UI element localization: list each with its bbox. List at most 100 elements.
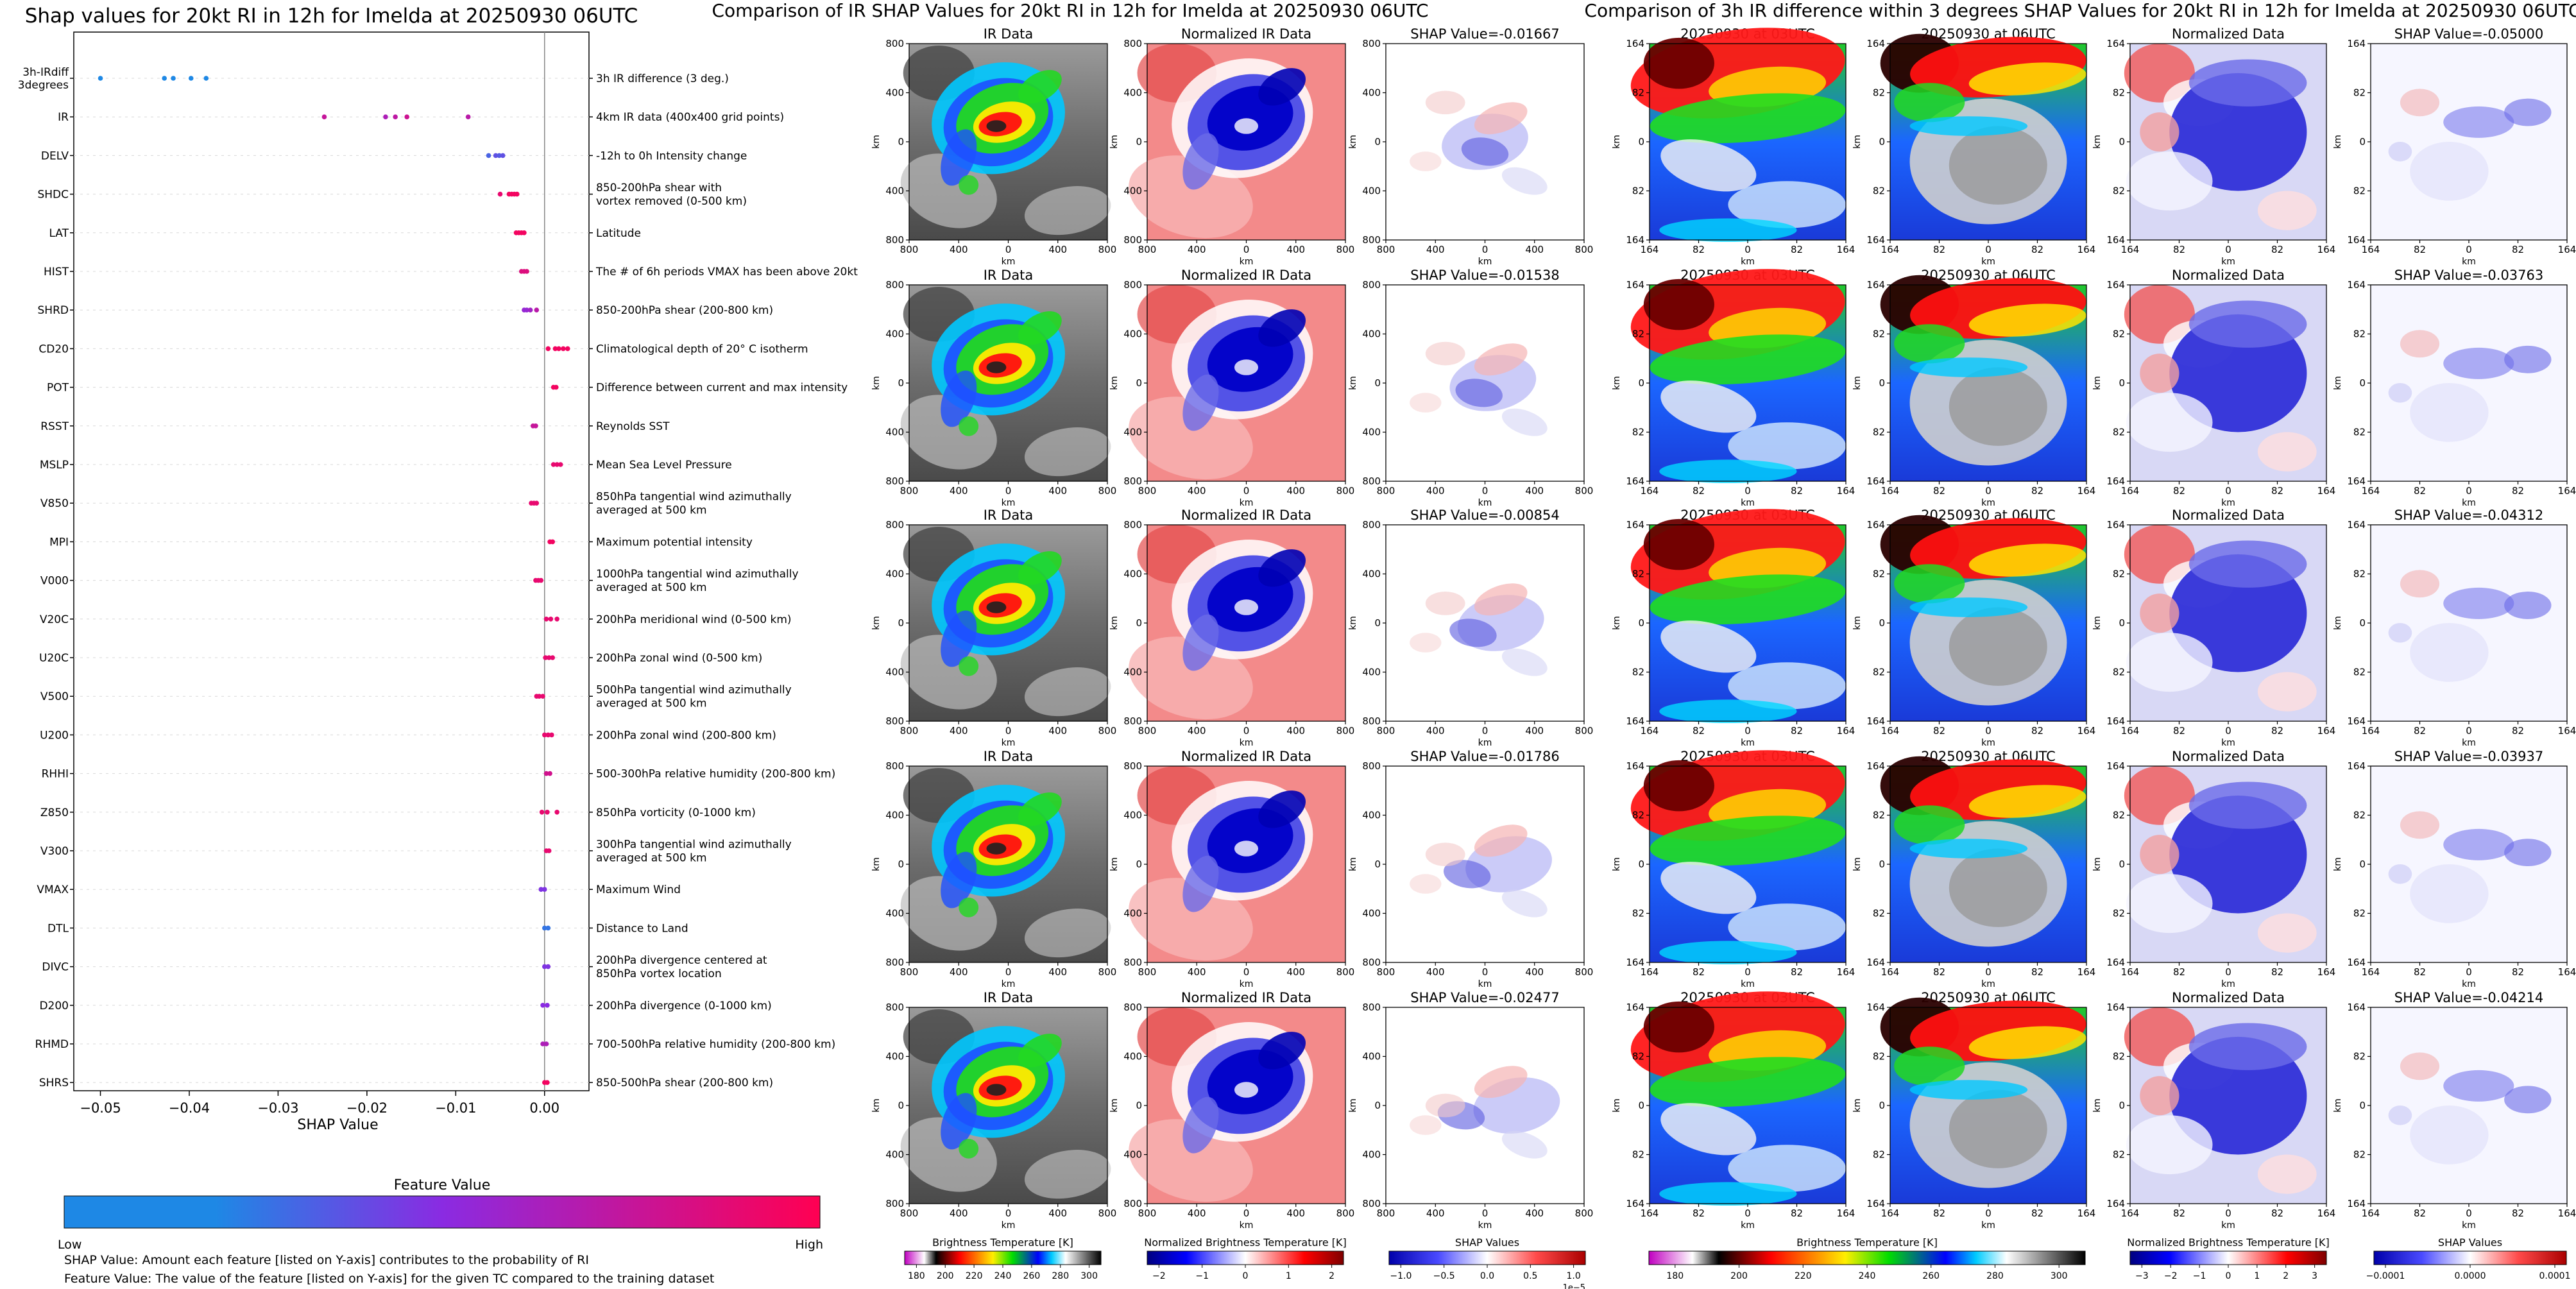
field-shape [1894,324,1965,364]
x-axis-label: km [1981,257,1995,267]
ir-panel-cell: SHAP Value=-0.02477800800400400004004008… [1348,990,1593,1231]
x-tick-label: 82 [1791,725,1803,737]
y-tick-label: 400 [885,185,904,197]
x-tick-label: 164 [2558,725,2576,737]
x-tick-label: 400 [1188,1208,1206,1219]
x-tick-label: 164 [2558,244,2576,255]
y-tick-label: 800 [1362,519,1381,531]
shap-point [548,617,554,622]
y-tick-label: 164 [1866,519,1885,531]
x-tick-label: 82 [2271,1208,2283,1219]
y-tick-label: 0 [2119,136,2125,148]
x-tick-label: 400 [1525,966,1544,978]
field-shape [1728,903,1846,951]
field-shape [1968,303,2086,337]
field-shape [2388,623,2412,643]
ir-panel-cell: Normalized IR Data8008004004000040040080… [1109,508,1354,748]
x-tick-label: 82 [2031,966,2043,978]
field-shape [1024,667,1111,717]
field-shape [1018,792,1062,826]
y-tick-label: 82 [2353,908,2366,919]
colorbar-tick-label: −1.0 [1390,1271,1412,1281]
diff-panel-cell: 20250930 at 03UTC1641648282008282164164k… [1612,268,1855,508]
field-shape [2443,347,2514,379]
y-axis-label: km [2333,376,2343,390]
shap-point [550,462,556,467]
y-tick-label: 82 [2353,329,2366,340]
colorbar-tick-label: 0 [1243,1271,1249,1281]
y-axis-label: km [1612,616,1622,630]
field-shape [1501,1131,1548,1159]
ir-panel-cell: Normalized IR Data8008004004000040040080… [1109,26,1354,267]
field-shape [2257,191,2317,230]
y-tick-label: 0 [1879,1100,1885,1111]
y-tick-label: 164 [1626,234,1644,246]
x-tick-label: 0 [1744,485,1751,497]
y-tick-label: 82 [2353,1149,2366,1161]
y-axis-label: km [1348,135,1358,149]
x-axis-label: km [1002,498,1016,508]
diff-panel-cell: 20250930 at 06UTC1641648282008282164164k… [1852,26,2095,267]
colorbar-tick-label: 0.0001 [2539,1271,2571,1281]
shap-point [188,76,194,81]
x-tick-label: 82 [1791,485,1803,497]
shap-point [524,269,529,274]
y-tick-label: 0 [2119,377,2125,389]
shap-point [547,771,552,776]
colorbar-tick-label: 0.5 [1523,1271,1537,1281]
x-tick-label: 400 [1048,244,1067,255]
y-tick-label: 0 [1136,377,1142,389]
x-tick-label: 82 [2414,485,2426,497]
field-shape [2410,142,2489,201]
shap-point [542,887,547,892]
shap-plot-frame [73,31,590,1091]
x-tick-label: 164 [1881,725,1900,737]
x-tick-label: 0 [1985,966,1992,978]
feature-value-colorbar [64,1195,821,1229]
feature-description: averaged at 500 km [596,852,707,865]
x-tick-label: 82 [1933,725,1945,737]
colorbar-tick-label: 0.0 [1480,1271,1494,1281]
diff-panel-cell: SHAP Value=-0.04312164164828200828216416… [2333,508,2576,748]
x-tick-label: 0 [1005,1208,1012,1219]
y-tick-label: 164 [1626,1002,1644,1013]
y-tick-label: 164 [1626,519,1644,531]
x-tick-label: 400 [1525,725,1544,737]
y-tick-label: 400 [885,568,904,580]
shap-point [393,114,398,119]
y-tick-label: 400 [1362,908,1381,919]
colorbar-tick-label: 200 [1730,1271,1748,1281]
y-tick-label: 800 [1362,715,1381,727]
diff-panel-cell: 20250930 at 06UTC1641648282008282164164k… [1852,508,2095,748]
field-shape [1455,379,1503,407]
y-tick-label: 800 [885,519,904,531]
y-tick-label: 400 [1362,427,1381,438]
field-shape [2126,151,2213,211]
x-tick-label: 82 [1693,485,1705,497]
field-shape [1182,374,1219,431]
shap-point [561,346,566,352]
feature-value-note: Feature Value: The value of the feature … [64,1272,714,1286]
feature-label: LAT [49,227,69,240]
shap-point [497,153,502,158]
x-tick-label: 82 [2271,244,2283,255]
diff-shap-colorbar-label: SHAP Values [2438,1236,2502,1249]
x-axis-label: km [1002,1220,1016,1231]
y-tick-label: 800 [1123,957,1142,968]
shap-point [545,346,551,352]
shap-value-title: SHAP Value=-0.01538 [1410,268,1560,283]
x-tick-label: 400 [1286,1208,1305,1219]
y-tick-label: 400 [885,667,904,678]
x-tick-label: −0.04 [169,1100,210,1116]
colorbar-tick-label: 240 [1859,1271,1876,1281]
x-axis-label: km [2462,498,2476,508]
x-tick-label: 800 [1138,1208,1157,1219]
field-shape [959,1139,979,1159]
field-shape [2400,570,2440,598]
y-tick-label: 800 [1362,1002,1381,1013]
diff-shap-title: SHAP Value=-0.03763 [2394,268,2544,283]
x-tick-label: 82 [1693,725,1705,737]
x-tick-label: 800 [1336,244,1355,255]
y-tick-label: 164 [2106,279,2125,291]
y-tick-label: 0 [1136,617,1142,629]
